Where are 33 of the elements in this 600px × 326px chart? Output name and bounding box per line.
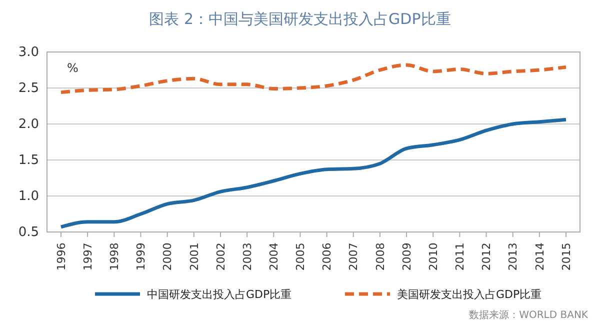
x-tick-label: 2015 (560, 242, 573, 271)
x-tick-label: 2011 (454, 242, 467, 271)
legend-label: 中国研发支出投入占GDP比重 (147, 288, 292, 301)
x-tick-label: 2005 (294, 242, 308, 271)
x-tick-label: 2006 (320, 242, 334, 271)
x-tick-label: 2007 (347, 242, 360, 271)
y-tick-label: 2.0 (18, 117, 39, 132)
legend-label: 美国研发支出投入占GDP比重 (397, 288, 542, 301)
y-tick-label: 1.0 (18, 189, 39, 204)
source-note: 数据来源：WORLD BANK (469, 309, 588, 321)
x-tick-label: 2012 (480, 242, 494, 271)
x-tick-label: 2010 (426, 242, 440, 271)
x-tick-label: 2009 (400, 242, 414, 271)
x-tick-label: 2014 (533, 242, 546, 271)
x-tick-label: 1996 (54, 242, 68, 271)
x-tick-label: 2001 (188, 242, 201, 271)
x-tick-label: 2000 (161, 242, 174, 271)
y-axis-title: % (67, 61, 78, 75)
x-tick-label: 2003 (240, 242, 254, 271)
x-tick-label: 2004 (267, 242, 280, 271)
line-series (59, 118, 568, 229)
x-tick-label: 1999 (134, 242, 148, 271)
x-tick-label: 1997 (81, 242, 94, 271)
x-tick-label: 2013 (506, 242, 520, 271)
y-tick-label: 3.0 (18, 45, 39, 60)
line-series (59, 63, 568, 94)
x-tick-label: 1998 (108, 242, 122, 271)
chart-title: 图表 2：中国与美国研发支出投入占GDP比重 (149, 10, 451, 28)
y-tick-label: 1.5 (18, 153, 39, 168)
y-tick-label: 0.5 (18, 225, 39, 240)
y-tick-label: 2.5 (18, 81, 39, 96)
x-tick-label: 2008 (374, 242, 387, 271)
x-tick-label: 2002 (214, 242, 228, 271)
